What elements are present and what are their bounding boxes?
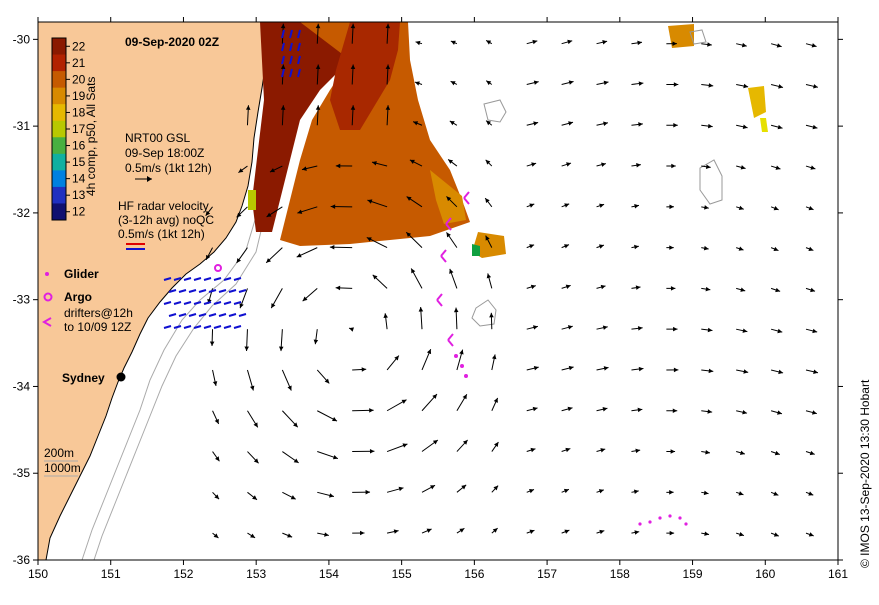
lon-tick-label: 151 <box>101 567 121 581</box>
lat-tick-label: -30 <box>13 32 31 46</box>
nrt-legend-line3: 0.5m/s (1kt 12h) <box>125 161 212 175</box>
lon-tick-label: 150 <box>28 567 48 581</box>
glider-marker <box>464 374 468 378</box>
colorbar-cell <box>52 104 66 121</box>
glider-marker <box>638 522 641 525</box>
argo-label: Argo <box>64 290 92 304</box>
lat-tick-label: -36 <box>13 553 31 567</box>
lon-tick-label: 153 <box>246 567 266 581</box>
colorbar-cell <box>52 170 66 187</box>
hf-legend-line1: HF radar velocity <box>118 199 209 213</box>
map-title: 09-Sep-2020 02Z <box>125 35 219 49</box>
hf-legend-line3: 0.5m/s (1kt 12h) <box>118 227 205 241</box>
lon-tick-label: 152 <box>173 567 193 581</box>
lat-tick-label: -32 <box>13 206 31 220</box>
hf-legend-line2: (3-12h avg) noQC <box>118 213 214 227</box>
colorbar-cell <box>52 38 66 55</box>
credit-text: © IMOS 13-Sep-2020 13:30 Hobart <box>858 379 872 568</box>
colorbar-cell <box>52 154 66 171</box>
nrt-legend-line2: 09-Sep 18:00Z <box>125 146 204 160</box>
lon-tick-label: 156 <box>464 567 484 581</box>
glider-marker <box>684 522 687 525</box>
colorbar-cell <box>52 55 66 72</box>
lat-tick-label: -34 <box>13 379 31 393</box>
colorbar-cell <box>52 121 66 138</box>
lon-tick-label: 157 <box>537 567 557 581</box>
nrt-legend-line1: NRT00 GSL <box>125 131 190 145</box>
glider-marker <box>454 354 458 358</box>
colorbar-cell <box>52 203 66 220</box>
sydney-label: Sydney <box>62 371 105 385</box>
glider-marker <box>678 516 681 519</box>
sydney-marker <box>117 373 126 382</box>
drifters-label-1: drifters@12h <box>64 306 133 320</box>
colorbar-cell <box>52 88 66 105</box>
colorbar-tick-label: 21 <box>72 56 86 70</box>
lat-tick-label: -35 <box>13 466 31 480</box>
lon-tick-label: 161 <box>828 567 848 581</box>
colorbar-label: 4h comp, p50, All Sats <box>84 77 98 196</box>
glider-label: Glider <box>64 267 99 281</box>
glider-marker <box>668 514 671 517</box>
isobath-1000m-label: 1000m <box>44 461 81 475</box>
isobath-200m-label: 200m <box>44 446 74 460</box>
lat-tick-label: -31 <box>13 119 31 133</box>
colorbar-cell <box>52 137 66 154</box>
lon-tick-label: 160 <box>755 567 775 581</box>
colorbar-cell <box>52 187 66 204</box>
lat-tick-label: -33 <box>13 293 31 307</box>
colorbar-tick-label: 12 <box>72 205 86 219</box>
glider-marker <box>460 364 464 368</box>
drifters-label-2: to 10/09 12Z <box>64 320 131 334</box>
colorbar-tick-label: 22 <box>72 39 86 53</box>
lon-tick-label: 154 <box>319 567 339 581</box>
lon-tick-label: 155 <box>392 567 412 581</box>
glider-marker-icon <box>45 272 49 276</box>
colorbar-cell <box>52 71 66 88</box>
lon-tick-label: 159 <box>683 567 703 581</box>
glider-marker <box>648 520 651 523</box>
lon-tick-label: 158 <box>610 567 630 581</box>
glider-marker <box>658 516 661 519</box>
